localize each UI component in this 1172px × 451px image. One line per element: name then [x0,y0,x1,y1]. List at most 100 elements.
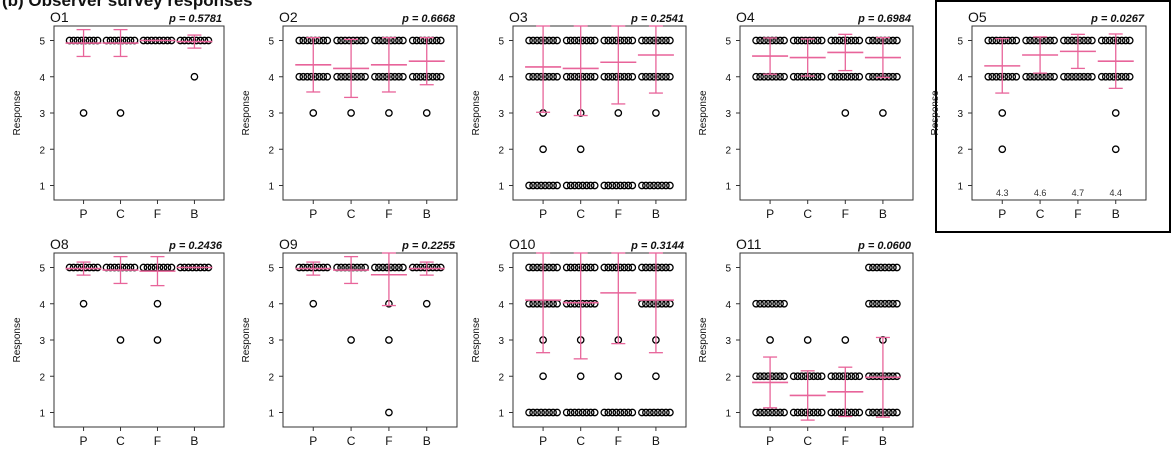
y-tick-label: 4 [268,300,274,311]
data-point [1084,36,1092,45]
data-point [578,299,587,308]
data-point [851,36,860,45]
data-point [766,336,774,344]
data-point [869,36,877,45]
data-point [539,145,547,154]
data-point [582,72,591,81]
y-axis-label: Response [12,90,23,135]
data-point [1000,36,1009,45]
data-point [529,36,537,45]
data-point [349,36,357,45]
data-point [855,36,864,45]
data-point [1076,36,1084,45]
data-point [893,263,901,272]
data-point [1101,36,1110,45]
data-point [654,72,662,81]
y-tick-label: 4 [39,73,45,84]
y-tick-label: 2 [39,372,45,383]
data-point [809,408,818,417]
data-point [772,72,780,81]
x-tick-label: C [803,434,812,448]
data-point [885,408,893,417]
data-point [399,263,407,272]
plot-frame [512,25,687,201]
data-point [865,299,873,308]
y-tick-label: 2 [498,372,504,383]
data-point [612,36,621,45]
data-point [612,408,621,417]
data-point [428,72,437,81]
data-point [768,299,776,308]
data-point [992,36,1001,45]
data-point [646,408,654,417]
data-point [847,36,856,45]
data-point [658,36,666,45]
x-tick-label: C [576,207,585,221]
data-point [1068,36,1076,45]
data-point [764,372,772,381]
data-point [843,372,852,381]
data-point [574,408,583,417]
data-point [576,372,585,381]
data-point [553,263,561,272]
y-axis-label: Response [698,317,709,362]
data-point [885,263,893,272]
data-point [295,72,304,81]
p-value-label: p = 0.0267 [1090,13,1145,25]
data-point [311,72,320,81]
y-tick-label: 4 [268,73,274,84]
data-point [1125,72,1134,81]
data-point [628,72,637,81]
data-point [843,36,852,45]
y-tick-label: 4 [725,73,731,84]
data-point [379,263,387,272]
data-point [652,109,660,117]
data-point [1101,72,1110,81]
data-point [1060,36,1068,45]
data-point [375,72,383,81]
data-point [835,36,844,45]
data-point [998,109,1007,117]
data-point [1008,36,1017,45]
panel-title: O3 [509,9,528,25]
data-point [646,36,654,45]
data-point [817,372,826,381]
data-point [184,36,193,45]
data-point [756,72,764,81]
data-point [666,408,674,417]
data-point [375,36,383,45]
data-point [803,336,812,344]
data-point [383,72,391,81]
data-point [1121,72,1130,81]
data-point [793,36,802,45]
data-point [315,263,324,272]
data-point [654,408,662,417]
data-point [309,299,318,308]
x-tick-label: B [423,434,431,448]
data-point [566,36,575,45]
data-point [1046,72,1054,81]
data-point [1117,36,1126,45]
data-point [652,372,660,381]
data-point [809,372,818,381]
data-point [873,408,881,417]
y-tick-label: 5 [39,264,45,275]
data-point [768,72,776,81]
data-point [666,72,674,81]
data-point [1064,36,1072,45]
data-point [813,372,822,381]
data-point [885,72,893,81]
data-point [537,181,545,190]
x-tick-label: F [154,207,161,221]
data-point [341,72,349,81]
data-point [379,72,387,81]
data-point [570,181,579,190]
chart-panel-o11: O11 p = 0.0600 Response 1 2 3 4 5 P C F B [698,236,914,448]
x-tick-label: F [385,207,392,221]
data-point [307,72,316,81]
chart-panel-o9: O9 p = 0.2255 Response 1 2 3 4 5 P C F B [241,236,458,448]
data-point [333,72,341,81]
data-point [371,263,379,272]
data-point [608,181,617,190]
